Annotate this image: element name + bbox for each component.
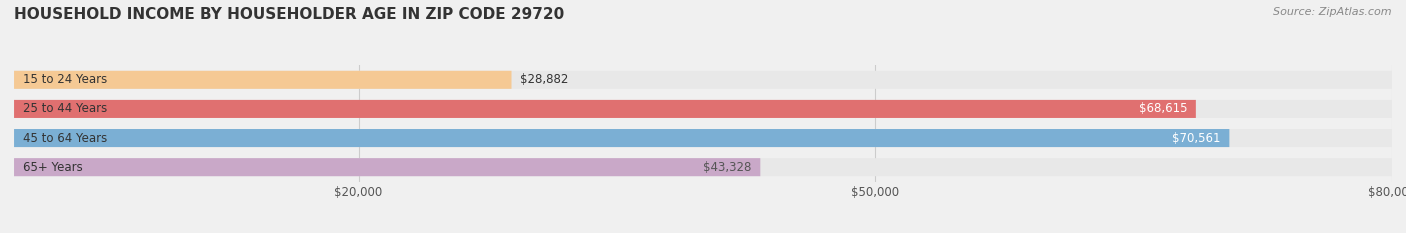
FancyBboxPatch shape [14, 129, 1392, 147]
Text: $43,328: $43,328 [703, 161, 752, 174]
Text: Source: ZipAtlas.com: Source: ZipAtlas.com [1274, 7, 1392, 17]
Text: $28,882: $28,882 [520, 73, 568, 86]
FancyBboxPatch shape [14, 100, 1197, 118]
Text: 45 to 64 Years: 45 to 64 Years [22, 132, 107, 144]
Text: $70,561: $70,561 [1173, 132, 1220, 144]
FancyBboxPatch shape [14, 129, 1229, 147]
Text: 65+ Years: 65+ Years [22, 161, 83, 174]
Text: 15 to 24 Years: 15 to 24 Years [22, 73, 107, 86]
FancyBboxPatch shape [14, 71, 512, 89]
FancyBboxPatch shape [14, 71, 1392, 89]
Text: 25 to 44 Years: 25 to 44 Years [22, 103, 107, 115]
Text: $68,615: $68,615 [1139, 103, 1187, 115]
FancyBboxPatch shape [14, 158, 761, 176]
Text: HOUSEHOLD INCOME BY HOUSEHOLDER AGE IN ZIP CODE 29720: HOUSEHOLD INCOME BY HOUSEHOLDER AGE IN Z… [14, 7, 564, 22]
FancyBboxPatch shape [14, 158, 1392, 176]
FancyBboxPatch shape [14, 100, 1392, 118]
